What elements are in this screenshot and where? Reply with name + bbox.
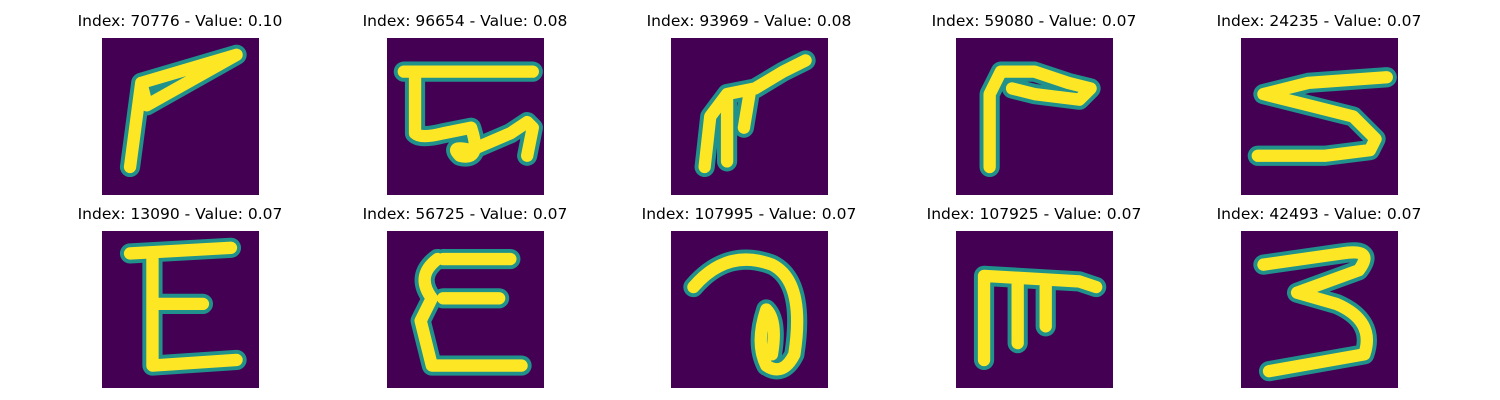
glyph-image (387, 38, 544, 195)
glyph-strokes (979, 61, 1101, 178)
glyph-image (1241, 231, 1398, 388)
panel-title: Index: 56725 - Value: 0.07 (362, 205, 568, 223)
glyph-strokes (393, 61, 543, 167)
glyph-strokes (1253, 242, 1377, 382)
panel-image (1241, 38, 1398, 195)
panel-image (956, 231, 1113, 388)
panel-title: Index: 42493 - Value: 0.07 (1216, 205, 1422, 223)
panel-image (956, 38, 1113, 195)
glyph-image (671, 38, 828, 195)
glyph-image (102, 231, 259, 388)
glyph-strokes (683, 249, 808, 380)
panel-image (102, 38, 259, 195)
glyph-image (102, 38, 259, 195)
panel-title: Index: 70776 - Value: 0.10 (77, 12, 283, 30)
glyph-strokes (694, 50, 816, 178)
panel-image (387, 231, 544, 388)
panel-title: Index: 24235 - Value: 0.07 (1216, 12, 1422, 30)
panel-image (1241, 231, 1398, 388)
panel-title: Index: 107995 - Value: 0.07 (641, 205, 857, 223)
glyph-image (671, 231, 828, 388)
glyph-strokes (1247, 67, 1397, 166)
glyph-strokes (973, 265, 1107, 371)
glyph-strokes (410, 248, 532, 376)
glyph-strokes (119, 44, 247, 178)
panel-image (671, 38, 828, 195)
panel-title: Index: 13090 - Value: 0.07 (77, 205, 283, 223)
panel-title: Index: 107925 - Value: 0.07 (926, 205, 1142, 223)
panel-image (102, 231, 259, 388)
panel-image (387, 38, 544, 195)
glyph-strokes (119, 237, 247, 376)
panel-image (671, 231, 828, 388)
glyph-image (956, 38, 1113, 195)
panel-title: Index: 93969 - Value: 0.08 (646, 12, 852, 30)
panel-title: Index: 59080 - Value: 0.07 (931, 12, 1137, 30)
glyph-image (1241, 38, 1398, 195)
glyph-image (387, 231, 544, 388)
panel-title: Index: 96654 - Value: 0.08 (362, 12, 568, 30)
glyph-image (956, 231, 1113, 388)
